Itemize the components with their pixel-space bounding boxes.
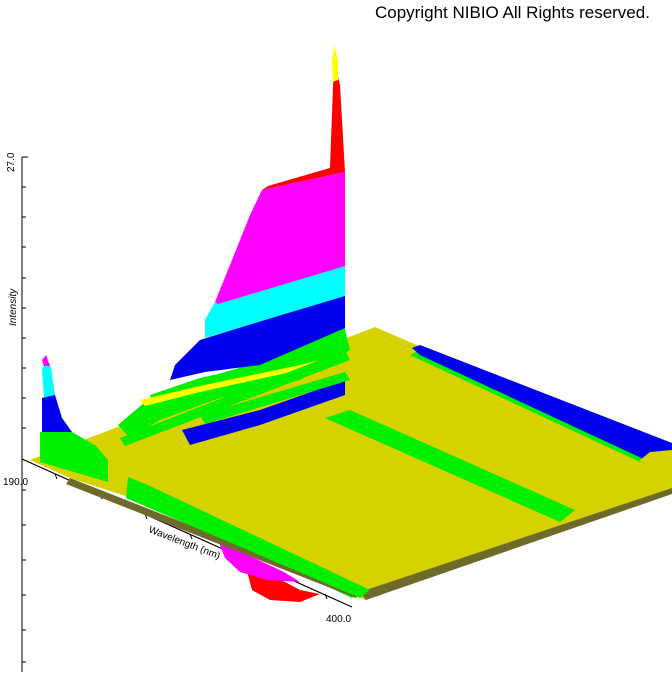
left-peak-cyan [42,357,55,398]
left-peak-blue [42,395,72,432]
mid-green-band [120,350,350,446]
main-peak-yellow-tip [332,45,338,82]
x-tick-label-end: 400.0 [326,614,351,625]
main-peak-cyan [205,264,345,338]
main-peak-yellow-ridge [140,355,340,406]
floor-blue-stripe [412,345,672,462]
copyright-notice: Copyright NIBIO All Rights reserved. [375,3,650,22]
main-peak-blue [170,295,345,380]
x-tick [54,473,58,480]
main-peak-magenta [215,172,345,304]
x-tick-label-start: 190.0 [3,477,28,488]
left-peak-magenta [42,355,50,366]
x-tick [324,593,328,600]
mid-green-band-2 [200,372,350,424]
z-axis: 27.0 Intensity [6,152,28,459]
floor-plane [30,327,672,600]
spectral-surface [30,45,672,602]
floor-shadow-edge [360,488,672,600]
left-peak-green [40,432,108,482]
floor-front-edge [66,478,360,598]
main-peak-blue-low [182,380,345,445]
floor-green-stripe-front [325,410,575,522]
z-axis-label: Intensity [8,288,19,326]
z-tick-label-top: 27.0 [6,152,17,172]
left-band-green [126,477,370,598]
x-tick [189,533,193,540]
lower-axis [21,459,26,672]
main-peak-red [262,60,345,190]
floor-right-ridge [640,450,672,488]
